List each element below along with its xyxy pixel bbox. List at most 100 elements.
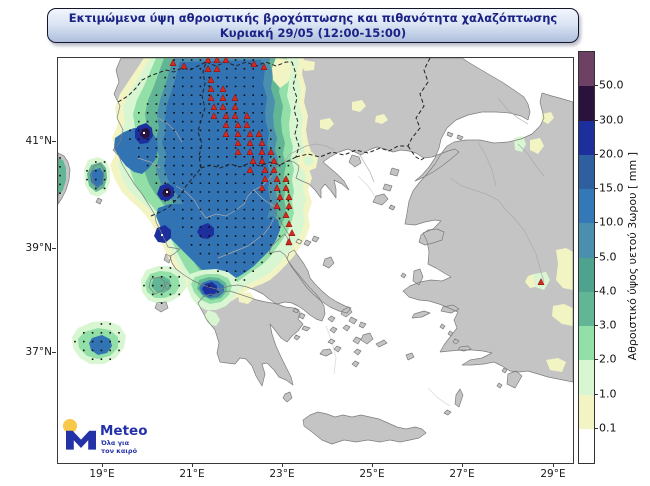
- probability-stipple-dot: [138, 138, 140, 140]
- probability-stipple-dot: [278, 156, 281, 158]
- hail-probability-marker: [260, 63, 268, 70]
- coastline: [457, 345, 472, 352]
- probability-stipple-dot: [243, 129, 246, 132]
- hail-probability-marker: [282, 175, 290, 182]
- probability-stipple-dot: [190, 94, 193, 96]
- probability-stipple-dot: [138, 147, 140, 149]
- probability-stipple-dot: [208, 94, 210, 96]
- probability-stipple-dot: [129, 129, 131, 132]
- probability-stipple-dot: [100, 340, 103, 343]
- probability-stipple-dot: [226, 226, 228, 228]
- probability-stipple-dot: [199, 76, 202, 79]
- hail-probability-marker: [231, 94, 239, 101]
- rainfall-patch: [156, 204, 280, 282]
- probability-stipple-dot: [164, 182, 166, 184]
- probability-stipple-dot: [208, 112, 210, 114]
- colorbar-tick-mark: [594, 256, 598, 258]
- probability-stipple-dot: [164, 200, 166, 202]
- probability-stipple-dot: [164, 138, 166, 140]
- probability-stipple-dot: [226, 112, 228, 114]
- probability-stipple-dot: [261, 164, 263, 167]
- hail-probability-marker: [213, 65, 221, 72]
- hail-probability-marker: [261, 175, 269, 182]
- probability-stipple-dot: [278, 164, 281, 167]
- meteo-logo: Meteo Όλα για τον καιρό: [62, 413, 172, 459]
- colorbar-tick-mark: [594, 290, 598, 292]
- probability-stipple-dot: [164, 129, 166, 132]
- probability-stipple-dot: [173, 129, 175, 132]
- hail-probability-marker: [285, 202, 293, 209]
- country-border: [200, 156, 297, 169]
- probability-stipple-dot: [217, 270, 219, 272]
- colorbar-axis-label-wrap: Αθροιστικό ύψος υετού 3ωρου [ mm ]: [622, 51, 642, 462]
- probability-stipple-dot: [173, 173, 175, 176]
- coastline: [443, 409, 452, 416]
- hail-probability-marker: [270, 166, 278, 173]
- probability-stipple-dot: [155, 164, 158, 167]
- probability-stipple-dot: [261, 103, 263, 105]
- probability-stipple-dot: [190, 147, 193, 149]
- probability-stipple-dot: [226, 120, 228, 123]
- probability-stipple-dot: [173, 76, 175, 79]
- probability-stipple-dot: [182, 112, 184, 114]
- coastline: [418, 228, 445, 246]
- map-canvas: [58, 58, 573, 463]
- colorbar-tick-mark: [594, 153, 598, 155]
- hail-probability-marker: [250, 60, 258, 67]
- probability-stipple-dot: [226, 173, 228, 176]
- rainfall-patch: [525, 274, 535, 288]
- probability-stipple-dot: [252, 129, 254, 132]
- probability-stipple-dot: [199, 68, 202, 70]
- hail-probability-marker: [169, 59, 177, 66]
- probability-stipple-dot: [226, 217, 228, 220]
- probability-stipple-dot: [261, 182, 263, 184]
- probability-stipple-dot: [261, 200, 263, 202]
- admin-boundary: [205, 174, 273, 219]
- rainfall-patch: [303, 156, 314, 166]
- probability-stipple-dot: [252, 59, 254, 61]
- probability-stipple-dot: [160, 284, 163, 287]
- probability-stipple-dot: [160, 267, 163, 269]
- probability-stipple-dot: [173, 59, 175, 61]
- probability-stipple-dot: [155, 147, 158, 149]
- colorbar-tick-mark: [594, 427, 598, 429]
- colorbar-tick-mark: [594, 85, 598, 87]
- probability-stipple-dot: [146, 103, 149, 105]
- probability-stipple-dot: [208, 76, 210, 79]
- probability-stipple-dot: [243, 173, 246, 176]
- logo-dot-icon: [63, 419, 77, 433]
- probability-stipple-dot: [173, 208, 175, 211]
- rainfall-patch: [352, 100, 366, 112]
- probability-stipple-dot: [173, 182, 175, 184]
- probability-stipple-dot: [173, 120, 175, 123]
- probability-stipple-dot: [243, 85, 246, 88]
- probability-stipple-dot: [243, 103, 246, 105]
- country-border: [150, 167, 202, 217]
- hail-probability-marker: [222, 130, 230, 137]
- probability-stipple-dot: [217, 261, 219, 264]
- admin-boundary: [497, 97, 529, 125]
- probability-stipple-dot: [208, 138, 210, 140]
- coastline: [496, 382, 503, 389]
- probability-stipple-dot: [83, 340, 85, 343]
- probability-stipple-dot: [278, 217, 281, 220]
- probability-stipple-dot: [270, 164, 272, 167]
- rainfall-patch: [530, 138, 544, 154]
- country-border: [407, 145, 425, 161]
- probability-stipple-dot: [208, 252, 210, 255]
- probability-stipple-dot: [190, 129, 193, 132]
- hail-probability-marker: [273, 184, 281, 191]
- probability-stipple-dot: [190, 76, 193, 79]
- probability-stipple-dot: [173, 85, 175, 88]
- coastline: [311, 235, 320, 243]
- hail-probability-marker: [285, 193, 293, 200]
- probability-stipple-dot: [164, 164, 166, 167]
- land: [412, 311, 430, 318]
- probability-stipple-dot: [217, 173, 219, 176]
- probability-stipple-dot: [155, 94, 158, 96]
- probability-stipple-dot: [217, 244, 219, 246]
- hail-probability-marker: [273, 202, 281, 209]
- coastline: [353, 348, 362, 356]
- coastline: [333, 345, 342, 353]
